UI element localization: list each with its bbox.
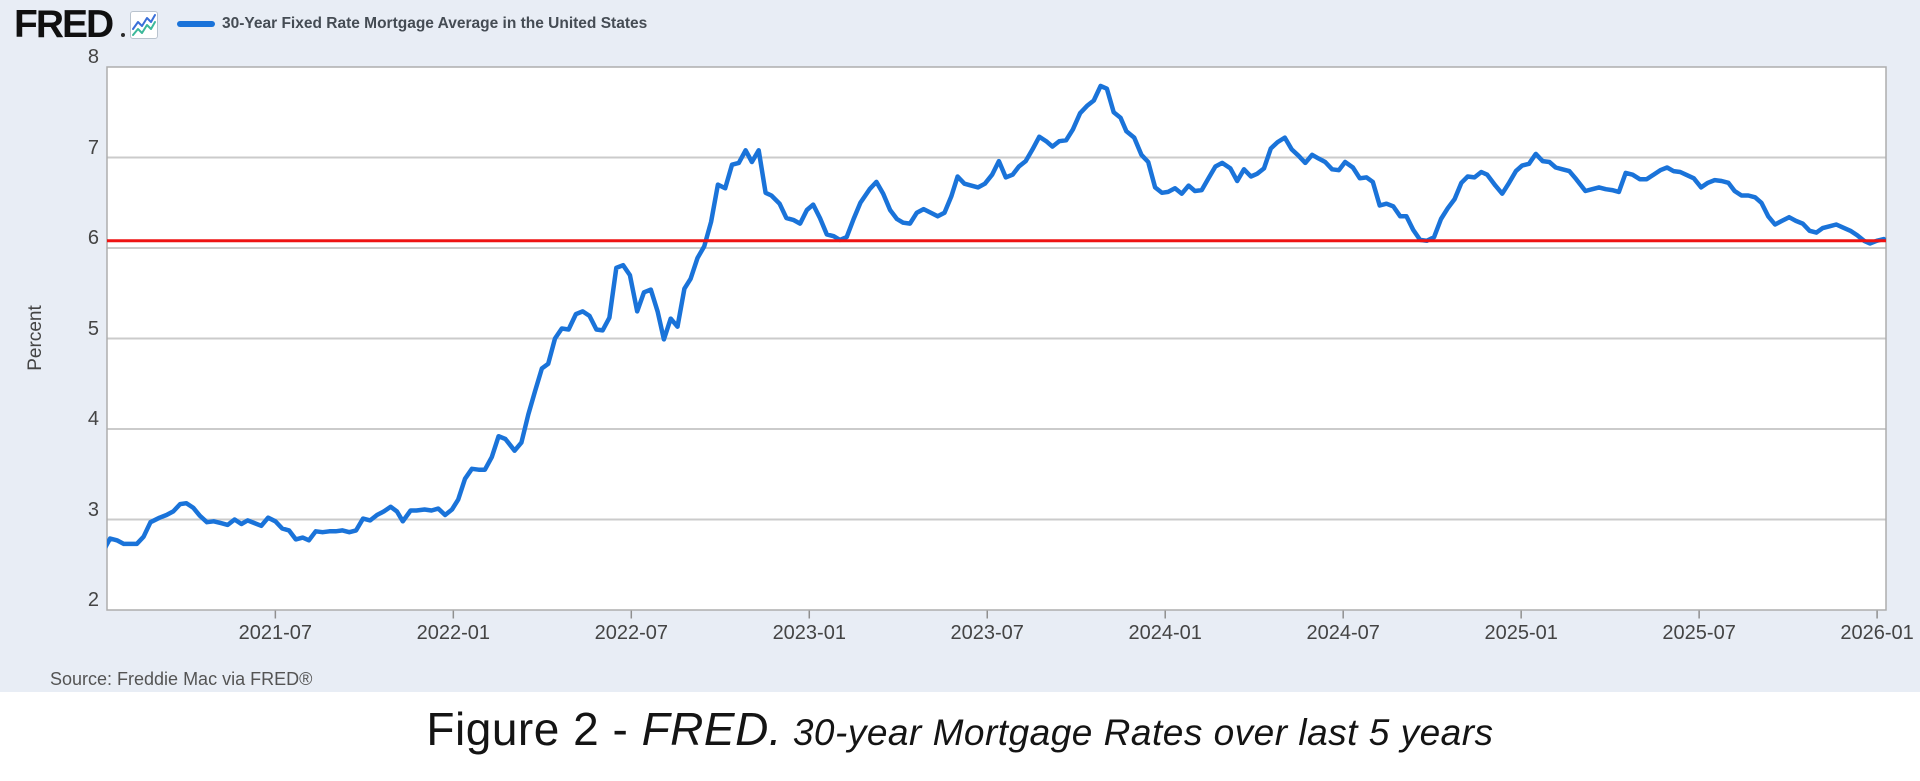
y-tick-label: 3: [87, 498, 99, 521]
x-tick-label: 2023-07: [950, 622, 1024, 644]
figure-caption: Figure 2 - FRED. 30-year Mortgage Rates …: [0, 702, 1920, 756]
sparkline-icon-graphic: [132, 14, 156, 36]
y-tick-label: 8: [87, 46, 99, 68]
plot-border: [106, 66, 1887, 611]
x-tick-label: 2023-01: [772, 622, 846, 644]
y-tick-label: 4: [87, 408, 99, 430]
x-tick-label: 2024-07: [1306, 622, 1380, 644]
caption-figure-number: Figure 2 -: [426, 703, 642, 755]
mortgage-rate-line: [107, 83, 1886, 549]
y-tick-label: 5: [87, 317, 99, 340]
legend-series-label: 30-Year Fixed Rate Mortgage Average in t…: [222, 15, 648, 32]
x-tick-label: 2022-01: [416, 622, 491, 644]
x-tick-label: 2026-01: [1840, 622, 1914, 644]
x-tick-label: 2022-07: [594, 622, 668, 644]
y-tick-label: 2: [87, 589, 99, 611]
x-tick-label: 2025-01: [1484, 622, 1558, 644]
x-tick-label: 2024-01: [1128, 622, 1202, 644]
plot-area[interactable]: [0, 0, 1920, 692]
caption-description: 30-year Mortgage Rates over last 5 years: [782, 712, 1494, 753]
y-tick-label: 7: [87, 136, 99, 159]
x-tick-label: 2021-07: [238, 622, 313, 644]
x-tick-label: 2025-07: [1662, 622, 1736, 644]
source-note: Source: Freddie Mac via FRED®: [50, 669, 313, 689]
fred-chart-embed: FRED 30-Year Fixed Rate Mortgage Average…: [0, 0, 1920, 692]
registered-trademark-dot: [121, 33, 125, 37]
fred-logo[interactable]: FRED: [14, 3, 114, 46]
y-tick-label: 6: [87, 227, 99, 249]
caption-source-name: FRED.: [641, 703, 783, 755]
legend-line-swatch: [177, 21, 215, 27]
fred-sparkline-icon[interactable]: [130, 11, 158, 39]
